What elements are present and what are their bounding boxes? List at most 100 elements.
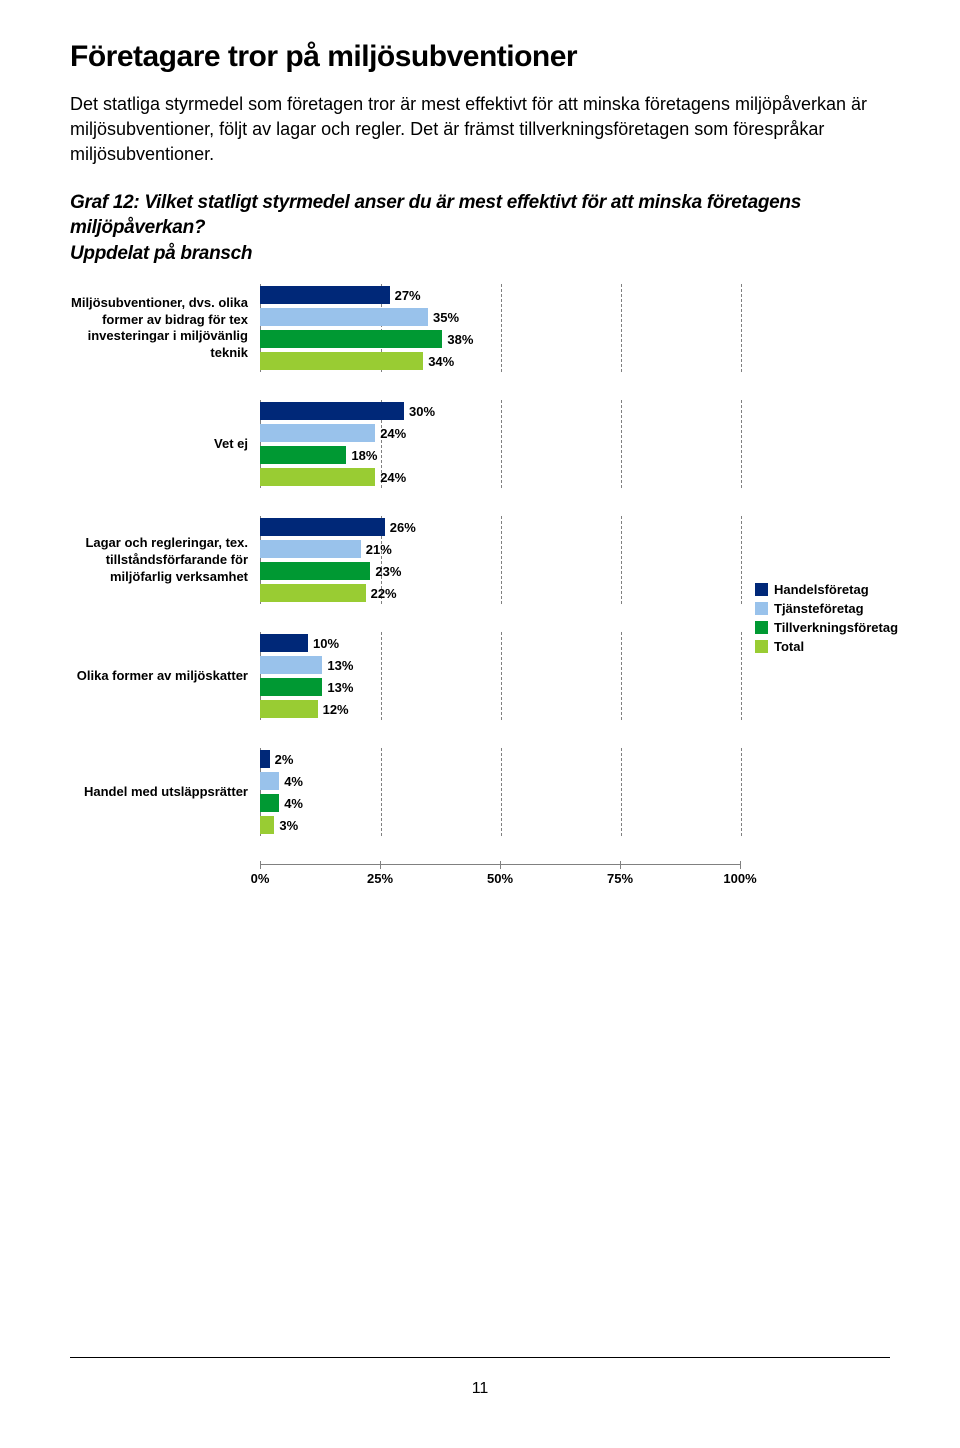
bar-line: 35% bbox=[260, 306, 740, 328]
x-tick-label: 0% bbox=[251, 871, 270, 886]
legend-label: Tillverkningsföretag bbox=[774, 620, 898, 635]
plot-area: 27% 35% 38% 34% bbox=[260, 284, 740, 372]
bar bbox=[260, 446, 346, 464]
bar-value: 13% bbox=[327, 658, 353, 673]
bar-value: 10% bbox=[313, 636, 339, 651]
bar-value: 23% bbox=[375, 564, 401, 579]
x-tick-label: 25% bbox=[367, 871, 393, 886]
bar-line: 4% bbox=[260, 792, 740, 814]
bar-line: 10% bbox=[260, 632, 740, 654]
bar-value: 26% bbox=[390, 520, 416, 535]
bar-value: 22% bbox=[371, 586, 397, 601]
legend-item: Handelsföretag bbox=[755, 582, 898, 597]
bar-value: 3% bbox=[279, 818, 298, 833]
category-label: Olika former av miljöskatter bbox=[70, 668, 260, 685]
legend: Handelsföretag Tjänsteföretag Tillverkning… bbox=[755, 582, 898, 658]
bar-line: 34% bbox=[260, 350, 740, 372]
bar bbox=[260, 584, 366, 602]
intro-paragraph: Det statliga styrmedel som företagen tro… bbox=[70, 92, 890, 168]
bar bbox=[260, 562, 370, 580]
plot-area: 30% 24%18%24% bbox=[260, 400, 740, 488]
bar-value: 21% bbox=[366, 542, 392, 557]
bar-value: 13% bbox=[327, 680, 353, 695]
plot-area: 26% 21% 23% 22% bbox=[260, 516, 740, 604]
page-number: 11 bbox=[0, 1380, 960, 1398]
bar-line: 21% bbox=[260, 538, 740, 560]
bar-line: 13% bbox=[260, 654, 740, 676]
bar-value: 34% bbox=[428, 354, 454, 369]
legend-swatch bbox=[755, 621, 768, 634]
x-tick-label: 75% bbox=[607, 871, 633, 886]
bar-value: 24% bbox=[380, 426, 406, 441]
chart-row: Vet ej30% 24%18%24% bbox=[70, 400, 890, 488]
page-title: Företagare tror på miljösubventioner bbox=[70, 40, 890, 74]
caption-line-1: Graf 12: Vilket statligt styrmedel anser… bbox=[70, 192, 801, 239]
plot-area: 10% 13% 13% 12% bbox=[260, 632, 740, 720]
bar bbox=[260, 700, 318, 718]
legend-label: Tjänsteföretag bbox=[774, 601, 864, 616]
bar-line: 38% bbox=[260, 328, 740, 350]
bar-value: 24% bbox=[380, 470, 406, 485]
bar-value: 38% bbox=[447, 332, 473, 347]
x-axis: 0%25%50%75%100% bbox=[260, 864, 740, 888]
chart-rows: Miljösubventioner, dvs. olika former av … bbox=[70, 284, 890, 836]
bar-value: 27% bbox=[395, 288, 421, 303]
legend-label: Total bbox=[774, 639, 804, 654]
bar-line: 2% bbox=[260, 748, 740, 770]
bar-line: 27% bbox=[260, 284, 740, 306]
category-label: Vet ej bbox=[70, 436, 260, 453]
legend-swatch bbox=[755, 583, 768, 596]
bar bbox=[260, 678, 322, 696]
bar-line: 18% bbox=[260, 444, 740, 466]
bar-line: 22% bbox=[260, 582, 740, 604]
bar bbox=[260, 308, 428, 326]
bar bbox=[260, 634, 308, 652]
bar-line: 24% bbox=[260, 466, 740, 488]
bar-line: 12% bbox=[260, 698, 740, 720]
bar bbox=[260, 286, 390, 304]
caption-line-2: Uppdelat på bransch bbox=[70, 243, 252, 264]
bar bbox=[260, 330, 442, 348]
chart-row: Miljösubventioner, dvs. olika former av … bbox=[70, 284, 890, 372]
bar-line: 23% bbox=[260, 560, 740, 582]
legend-swatch bbox=[755, 602, 768, 615]
bar bbox=[260, 750, 270, 768]
bar bbox=[260, 794, 279, 812]
bar-value: 35% bbox=[433, 310, 459, 325]
bar bbox=[260, 352, 423, 370]
category-label: Lagar och regleringar, tex. tillståndsfö… bbox=[70, 535, 260, 586]
chart-caption: Graf 12: Vilket statligt styrmedel anser… bbox=[70, 190, 890, 267]
bar-line: 26% bbox=[260, 516, 740, 538]
bar bbox=[260, 540, 361, 558]
footer-rule bbox=[70, 1357, 890, 1358]
category-label: Miljösubventioner, dvs. olika former av … bbox=[70, 295, 260, 363]
category-label: Handel med utsläppsrätter bbox=[70, 784, 260, 801]
bar bbox=[260, 656, 322, 674]
x-tick-label: 100% bbox=[723, 871, 756, 886]
bar-value: 4% bbox=[284, 774, 303, 789]
bar-line: 3% bbox=[260, 814, 740, 836]
bar bbox=[260, 816, 274, 834]
x-tick-label: 50% bbox=[487, 871, 513, 886]
bar-line: 30% bbox=[260, 400, 740, 422]
legend-item: Total bbox=[755, 639, 898, 654]
bar bbox=[260, 402, 404, 420]
legend-swatch bbox=[755, 640, 768, 653]
bar-line: 13% bbox=[260, 676, 740, 698]
bar bbox=[260, 468, 375, 486]
bar-value: 18% bbox=[351, 448, 377, 463]
chart-row: Handel med utsläppsrätter 2% 4% 4% 3% bbox=[70, 748, 890, 836]
bar bbox=[260, 772, 279, 790]
bar bbox=[260, 424, 375, 442]
bar-line: 24% bbox=[260, 422, 740, 444]
legend-label: Handelsföretag bbox=[774, 582, 869, 597]
bar bbox=[260, 518, 385, 536]
legend-item: Tillverkningsföretag bbox=[755, 620, 898, 635]
chart-container: Miljösubventioner, dvs. olika former av … bbox=[70, 284, 890, 888]
bar-value: 12% bbox=[323, 702, 349, 717]
bar-value: 4% bbox=[284, 796, 303, 811]
legend-item: Tjänsteföretag bbox=[755, 601, 898, 616]
bar-line: 4% bbox=[260, 770, 740, 792]
plot-area: 2% 4% 4% 3% bbox=[260, 748, 740, 836]
bar-value: 2% bbox=[275, 752, 294, 767]
